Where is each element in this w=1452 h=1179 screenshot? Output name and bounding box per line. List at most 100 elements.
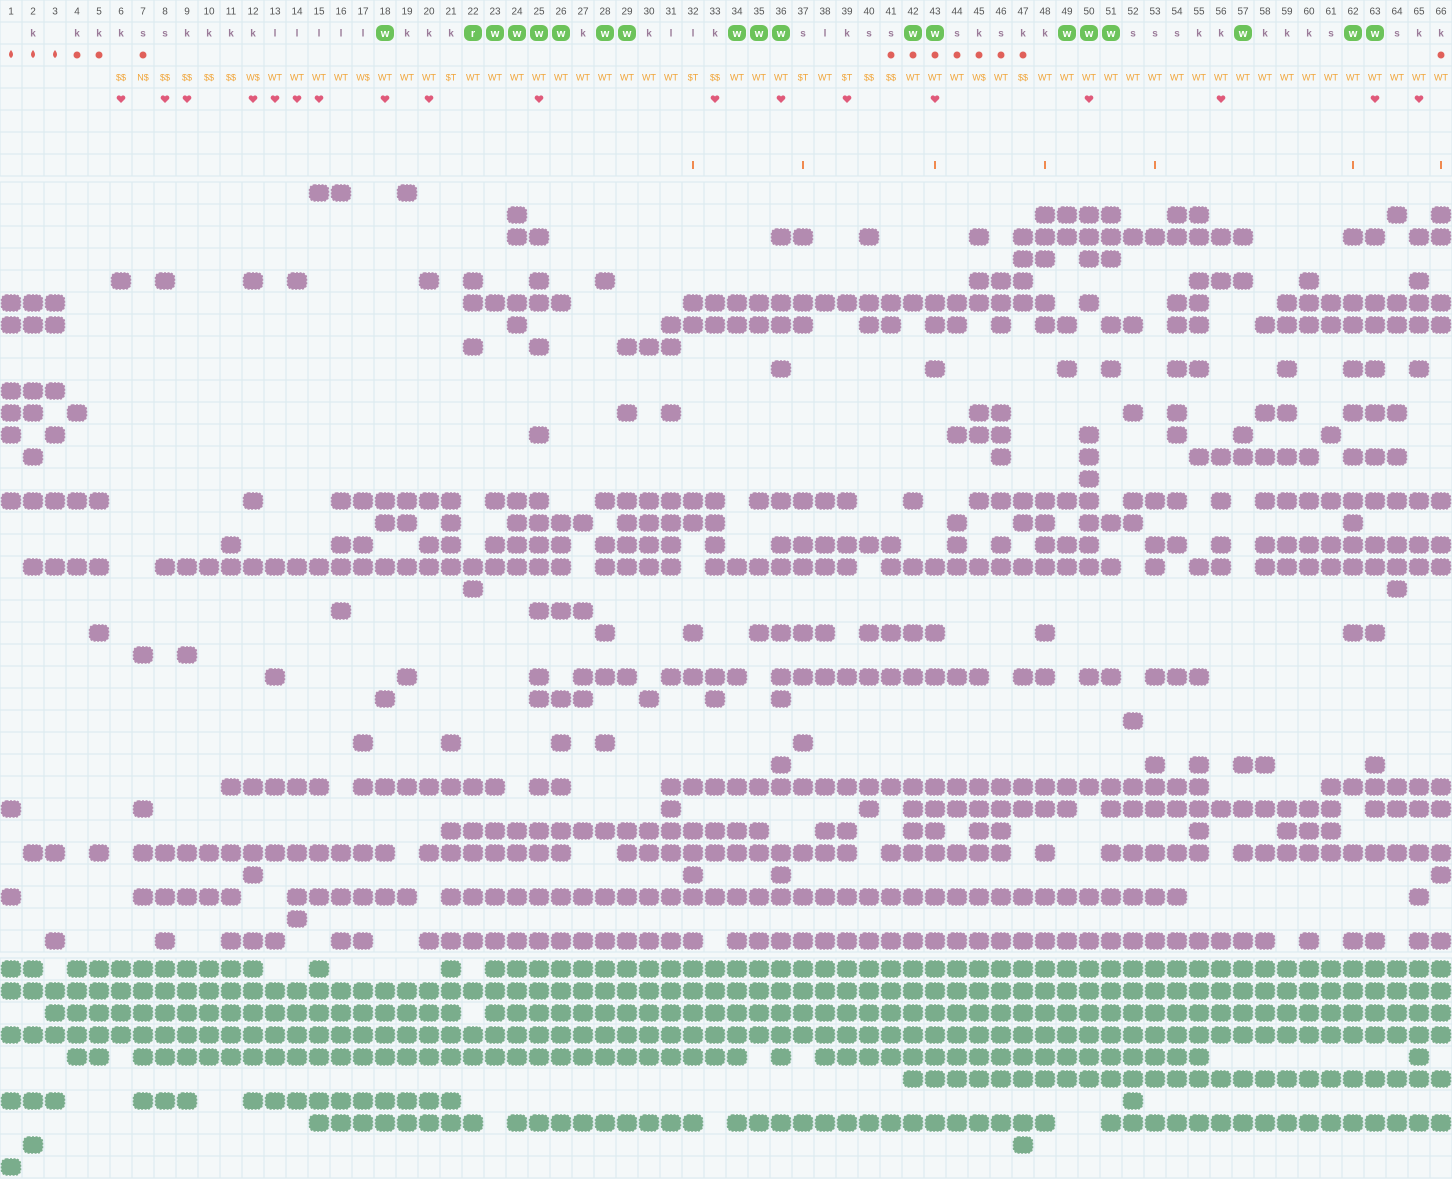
blob [1122,712,1144,730]
blob [396,514,418,532]
blob [1012,982,1034,1000]
letter: k [30,29,36,40]
blob [198,558,220,576]
badge [376,25,394,41]
blob [946,982,968,1000]
blob [506,558,528,576]
blob [1012,514,1034,532]
blob [858,982,880,1000]
blob [616,514,638,532]
blob [484,888,506,906]
blob [660,800,682,818]
blob [880,624,902,642]
column-number: 57 [1237,7,1249,18]
blob [1122,844,1144,862]
letter: s [888,29,894,40]
blob [1364,448,1386,466]
blob [770,1004,792,1022]
blob [1320,1114,1342,1132]
blob [1122,888,1144,906]
label: $T [842,72,853,82]
heart [424,95,434,103]
blob [352,1026,374,1044]
blob [1144,1026,1166,1044]
blob [264,1026,286,1044]
dot [1437,51,1445,59]
blob [396,1114,418,1132]
blob [88,844,110,862]
blob [1342,492,1364,510]
blob [770,536,792,554]
label: WT [1412,72,1426,82]
blob [1144,1048,1166,1066]
blob [616,822,638,840]
column-number: 64 [1391,7,1403,18]
label: WT [576,72,590,82]
column-number: 32 [687,7,699,18]
letter: w [534,28,544,40]
blob [1298,448,1320,466]
blob [528,1026,550,1044]
blob [352,1004,374,1022]
blob [440,1026,462,1044]
blob [836,982,858,1000]
column-number: 39 [841,7,853,18]
blob [22,960,44,978]
blob [308,184,330,202]
blob [1342,1070,1364,1088]
column-number: 33 [709,7,721,18]
blob [858,960,880,978]
blob [264,558,286,576]
blob [154,844,176,862]
badge [1234,25,1252,41]
blob [1100,888,1122,906]
letter: w [1084,28,1094,40]
blob [858,1114,880,1132]
blob [198,888,220,906]
blob [1012,250,1034,268]
blob [528,536,550,554]
blob [308,888,330,906]
blob [1386,492,1408,510]
blob [902,294,924,312]
blob [1078,960,1100,978]
blob [1210,960,1232,978]
blob [1364,932,1386,950]
blob [1298,294,1320,312]
blob [1012,932,1034,950]
blob [22,1026,44,1044]
column-number: 4 [74,7,80,18]
blob [682,1048,704,1066]
blob [1122,960,1144,978]
tick [1352,161,1354,169]
blob [990,1026,1012,1044]
blob [1078,1004,1100,1022]
blob [858,888,880,906]
blob [660,514,682,532]
blob [418,1026,440,1044]
blob [1188,1004,1210,1022]
blob [990,888,1012,906]
blob [660,316,682,334]
blob [1166,536,1188,554]
blob [1100,800,1122,818]
blob [1320,960,1342,978]
letter: k [646,29,652,40]
blob [330,536,352,554]
letter: k [1020,29,1026,40]
blob [506,492,528,510]
blob [1100,316,1122,334]
blob [572,602,594,620]
blob [550,602,572,620]
blob [1430,316,1452,334]
drop [53,50,57,58]
blob [792,778,814,796]
blob [792,982,814,1000]
blob [374,492,396,510]
blob [1276,822,1298,840]
blob [1056,360,1078,378]
column-number: 56 [1215,7,1227,18]
blob [1100,1004,1122,1022]
blob [1166,778,1188,796]
blob [22,844,44,862]
